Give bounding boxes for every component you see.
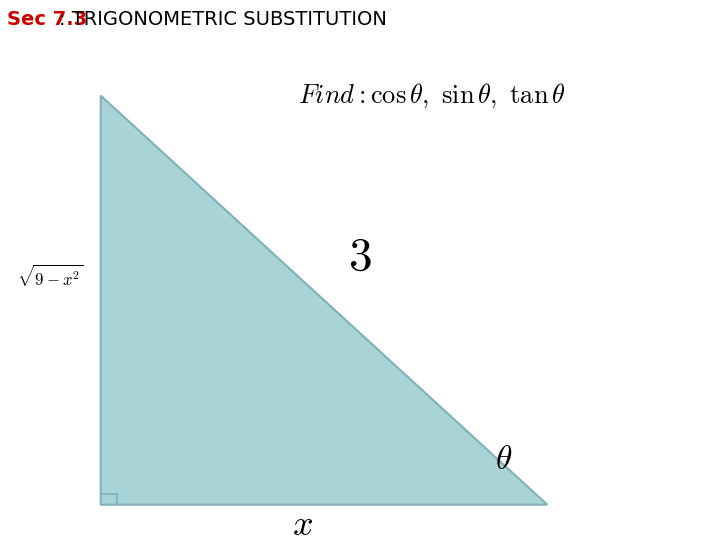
- Text: $\theta$: $\theta$: [495, 443, 513, 476]
- Polygon shape: [101, 96, 547, 505]
- Text: $x$: $x$: [292, 508, 313, 540]
- Text: $\mathit{Find}: \cos\theta,\ \sin\theta,\ \tan\theta$: $\mathit{Find}: \cos\theta,\ \sin\theta,…: [298, 82, 566, 110]
- Text: Sec 7.3: Sec 7.3: [7, 10, 87, 29]
- Text: $3$: $3$: [348, 235, 372, 280]
- Text: $\sqrt{9-x^2}$: $\sqrt{9-x^2}$: [17, 265, 84, 291]
- Text: : TRIGONOMETRIC SUBSTITUTION: : TRIGONOMETRIC SUBSTITUTION: [59, 10, 387, 29]
